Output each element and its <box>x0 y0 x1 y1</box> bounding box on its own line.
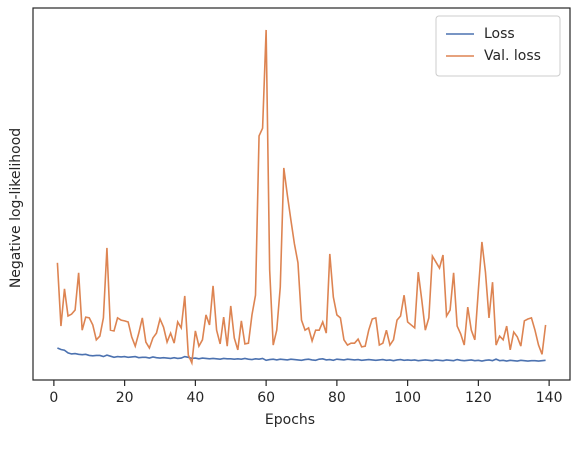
x-tick-label: 140 <box>536 390 563 406</box>
legend-label: Loss <box>484 26 515 42</box>
x-tick-label: 40 <box>186 390 204 406</box>
x-tick-label: 80 <box>328 390 346 406</box>
y-axis-label: Negative log-likelihood <box>8 128 24 288</box>
x-tick-label: 100 <box>394 390 421 406</box>
plot-frame <box>32 7 571 381</box>
x-tick-label: 20 <box>116 390 134 406</box>
x-tick-label: 60 <box>257 390 275 406</box>
x-tick-label: 120 <box>465 390 492 406</box>
legend-label: Val. loss <box>484 48 541 64</box>
x-tick-label: 0 <box>49 390 58 406</box>
legend-box <box>435 15 561 77</box>
line <box>57 347 546 362</box>
x-axis-label: Epochs <box>265 412 315 428</box>
line <box>56 29 547 366</box>
